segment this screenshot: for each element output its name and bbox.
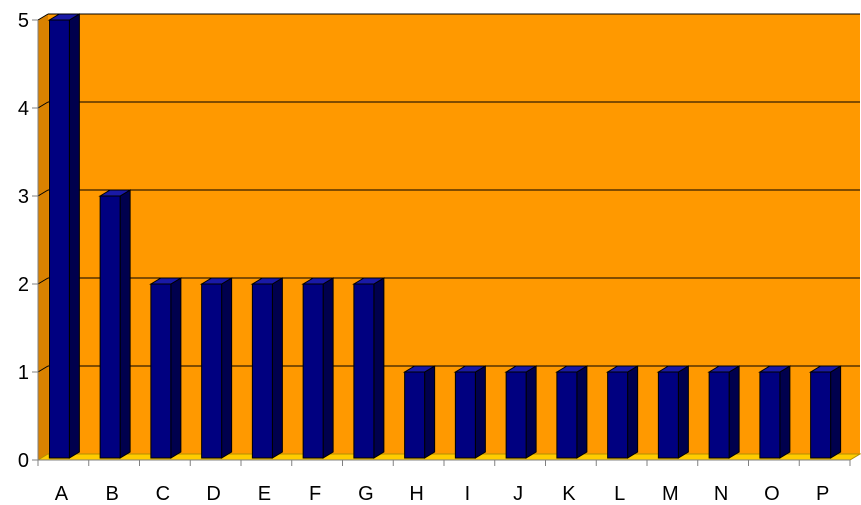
bar-side [373,277,385,459]
x-tick-label: J [513,483,523,505]
bar-side [221,277,233,459]
bar-J [504,365,538,459]
bar-F [301,277,335,459]
bar-side [68,13,80,459]
y-tick-label: 5 [18,10,29,32]
bar-side [830,365,842,459]
bar-A [47,13,82,459]
y-tick-label: 1 [18,362,29,384]
bar-O [758,365,792,459]
y-tick-label: 2 [18,274,29,296]
bar-front [454,371,476,459]
bar-front [759,371,781,459]
gridlines [37,13,860,373]
bar-front [99,195,121,459]
x-tick-label: A [55,483,69,505]
y-axis-tick-labels: 0 1 2 3 4 5 [18,10,29,472]
gridline-side [37,13,49,21]
bar-front [251,283,273,459]
bar-E [250,277,285,459]
axes [32,19,851,466]
bar-side [119,189,131,459]
bar-side [576,365,588,459]
x-tick-label: F [309,483,321,505]
x-tick-label: D [206,483,220,505]
x-tick-label: B [105,483,118,505]
bar-front [556,371,578,459]
bar-side [677,365,689,459]
x-tick-label: O [764,483,780,505]
bar-side [779,365,791,459]
bar-side [424,365,436,459]
bar-L [605,365,640,459]
bar-D [199,277,234,459]
bar-P [808,365,843,459]
bar-front [404,371,426,459]
bar-H [402,365,437,459]
gridline-side [37,365,49,373]
bar-M [656,365,691,459]
bar-front [353,283,375,459]
bar-front [150,283,172,459]
x-tick-label: P [816,483,829,505]
x-tick-label: L [614,483,625,505]
x-tick-label: G [358,483,374,505]
bar-side [728,365,740,459]
x-tick-label: K [562,483,576,505]
gridline-side [37,189,49,197]
gridline-side [37,101,49,109]
x-tick-label: E [258,483,271,505]
x-tick-label: M [662,483,679,505]
bar-C [149,277,183,459]
bars [47,13,843,459]
x-tick-label: I [465,483,471,505]
y-tick-label: 4 [18,98,29,120]
chart-walls [36,14,861,461]
bar-side [322,277,334,459]
gridline-side [37,277,49,285]
y-tick-label: 3 [18,186,29,208]
bar-front [505,371,527,459]
bar-side [627,365,639,459]
y-tick-label: 0 [18,450,29,472]
x-axis-tick-labels: A B C D E F G H I J K L M N O P [55,483,830,505]
bar-side [474,365,486,459]
bar-G [352,277,386,459]
bar-front [48,19,70,459]
side-wall [38,14,48,460]
bar-front [708,371,730,459]
bar-I [453,365,488,459]
x-tick-label: C [156,483,170,505]
bar-front [201,283,223,459]
bar-front [657,371,679,459]
x-tick-label: N [714,483,728,505]
bar-front [607,371,629,459]
bar-side [271,277,283,459]
bar-side [525,365,537,459]
bar-front [810,371,832,459]
bar-side [170,277,182,459]
bar-N [707,365,741,459]
x-tick-label: H [409,483,423,505]
bar-K [555,365,589,459]
bar-front [302,283,324,459]
bar-B [98,189,132,459]
